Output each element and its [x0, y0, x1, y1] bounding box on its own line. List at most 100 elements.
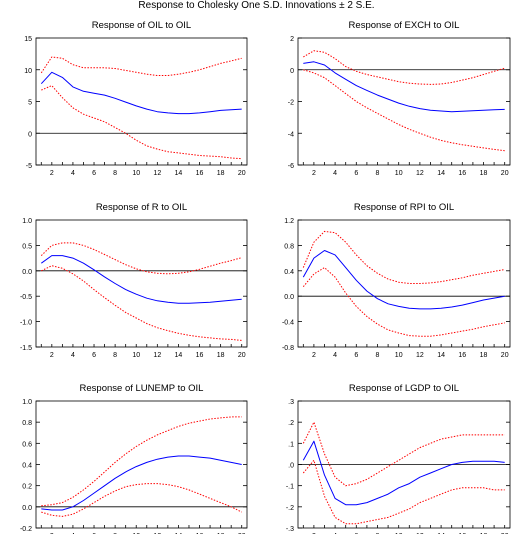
y-tick-label: .1 — [288, 441, 294, 448]
chart-panel-2: Response of EXCH to OIL -6 -4 -2 0 2 2 4 6 8 10 12 1… — [288, 20, 511, 177]
chart-panel-1: Response of OIL to OIL -5 0 5 10 15 2 4 6 8 10 12 14… — [24, 20, 248, 177]
lower-band-line — [303, 69, 505, 152]
x-tick-label: 10 — [132, 352, 140, 359]
y-tick-label: 0.0 — [22, 505, 32, 512]
y-tick-label: -4 — [288, 131, 294, 138]
x-tick-label: 18 — [217, 352, 225, 359]
x-tick-label: 20 — [238, 352, 246, 359]
response-line — [303, 61, 505, 113]
x-tick-label: 12 — [416, 170, 424, 177]
y-tick-label: -0.2 — [20, 526, 32, 533]
plot-frame — [35, 219, 248, 348]
x-tick-label: 6 — [92, 170, 96, 177]
upper-band-line — [302, 421, 505, 487]
x-tick-label: 10 — [395, 352, 403, 359]
y-tick-label: 0.4 — [22, 463, 32, 470]
y-tick-label: 1.0 — [22, 218, 32, 225]
x-tick-label: 20 — [501, 170, 509, 177]
y-tick-label: .3 — [288, 399, 294, 406]
lower-band-line — [41, 85, 242, 160]
x-tick-label: 6 — [354, 352, 358, 359]
x-tick-label: 16 — [458, 170, 466, 177]
upper-band-line — [302, 230, 505, 284]
response-line — [302, 250, 505, 310]
chart-title: Response of R to OIL — [96, 202, 187, 213]
lower-band-line — [41, 265, 242, 341]
x-tick-label: 20 — [238, 170, 246, 177]
response-line — [40, 71, 242, 115]
y-tick-label: 0.5 — [22, 243, 32, 250]
y-tick-label: -0.4 — [282, 320, 294, 327]
chart-title: Response of EXCH to OIL — [349, 20, 460, 31]
x-tick-label: 20 — [501, 352, 509, 359]
x-tick-label: 8 — [376, 352, 380, 359]
x-tick-label: 10 — [132, 170, 140, 177]
chart-panel-4: Response of RPI to OIL -0.8 -0.4 0.0 0.4 0.8 1… — [282, 202, 511, 359]
y-tick-label: 0 — [290, 68, 294, 75]
x-tick-label: 6 — [92, 352, 96, 359]
x-tick-label: 2 — [312, 352, 316, 359]
y-tick-label: 0.8 — [22, 420, 32, 427]
x-tick-label: 8 — [376, 170, 380, 177]
x-tick-label: 16 — [458, 352, 466, 359]
y-tick-label: -5 — [26, 163, 32, 170]
plot-frame — [297, 219, 511, 348]
y-tick-label: -6 — [288, 163, 294, 170]
x-tick-label: 12 — [153, 352, 161, 359]
upper-band-line — [41, 416, 242, 507]
lower-band-line — [302, 267, 505, 337]
x-tick-label: 14 — [175, 352, 183, 359]
response-line — [302, 440, 505, 506]
x-tick-label: 4 — [71, 352, 75, 359]
y-tick-label: 0.8 — [284, 243, 294, 250]
y-tick-label: 1.2 — [284, 218, 294, 225]
x-tick-label: 2 — [50, 352, 54, 359]
response-line — [41, 455, 242, 511]
chart-title: Response of OIL to OIL — [92, 20, 191, 31]
x-tick-label: 10 — [395, 170, 403, 177]
y-tick-label: 0.6 — [22, 441, 32, 448]
chart-title: Response of RPI to OIL — [354, 202, 454, 213]
plot-frame — [35, 37, 248, 166]
x-tick-label: 4 — [333, 352, 337, 359]
chart-title: Response of LGDP to OIL — [349, 383, 459, 394]
y-tick-label: 2 — [290, 36, 294, 43]
y-tick-label: -.3 — [286, 526, 294, 533]
x-tick-label: 14 — [437, 170, 445, 177]
x-tick-label: 4 — [71, 170, 75, 177]
lower-band-line — [41, 483, 242, 517]
y-tick-label: .0 — [288, 463, 294, 470]
x-tick-label: 18 — [480, 352, 488, 359]
y-tick-label: -0.8 — [282, 345, 294, 352]
y-tick-label: 5 — [28, 100, 32, 107]
y-tick-label: .2 — [288, 420, 294, 427]
y-tick-label: 0 — [28, 131, 32, 138]
upper-band-line — [40, 242, 242, 275]
figure-title: Response to Cholesky One S.D. Innovation… — [138, 0, 375, 11]
x-tick-label: 14 — [175, 170, 183, 177]
y-tick-label: -2 — [288, 100, 294, 107]
x-tick-label: 2 — [312, 170, 316, 177]
y-tick-label: 1.0 — [22, 399, 32, 406]
x-tick-label: 8 — [113, 352, 117, 359]
chart-title: Response of LUNEMP to OIL — [80, 383, 204, 394]
y-tick-label: 0.0 — [22, 269, 32, 276]
x-tick-label: 2 — [50, 170, 54, 177]
y-tick-label: -1.0 — [20, 320, 32, 327]
plot-frame — [297, 37, 511, 166]
x-tick-label: 8 — [113, 170, 117, 177]
y-tick-label: 0.0 — [284, 294, 294, 301]
chart-panel-3: Response of R to OIL -1.5 -1.0 -0.5 0.0 0.5 1.… — [20, 202, 248, 359]
x-tick-label: 4 — [333, 170, 337, 177]
x-tick-label: 18 — [217, 170, 225, 177]
chart-panel-6: Response of LGDP to OIL -.3 -.2 -.1 .0 .1 .2 .3… — [286, 383, 511, 534]
chart-panel-5: Response of LUNEMP to OIL -0.2 0.0 0.2 0.4 0.… — [20, 383, 248, 534]
y-tick-label: 0.4 — [284, 269, 294, 276]
x-tick-label: 18 — [480, 170, 488, 177]
y-tick-label: -.2 — [286, 505, 294, 512]
x-tick-label: 12 — [153, 170, 161, 177]
y-tick-label: 10 — [24, 68, 32, 75]
y-tick-label: 15 — [24, 36, 32, 43]
y-tick-label: -.1 — [286, 484, 294, 491]
